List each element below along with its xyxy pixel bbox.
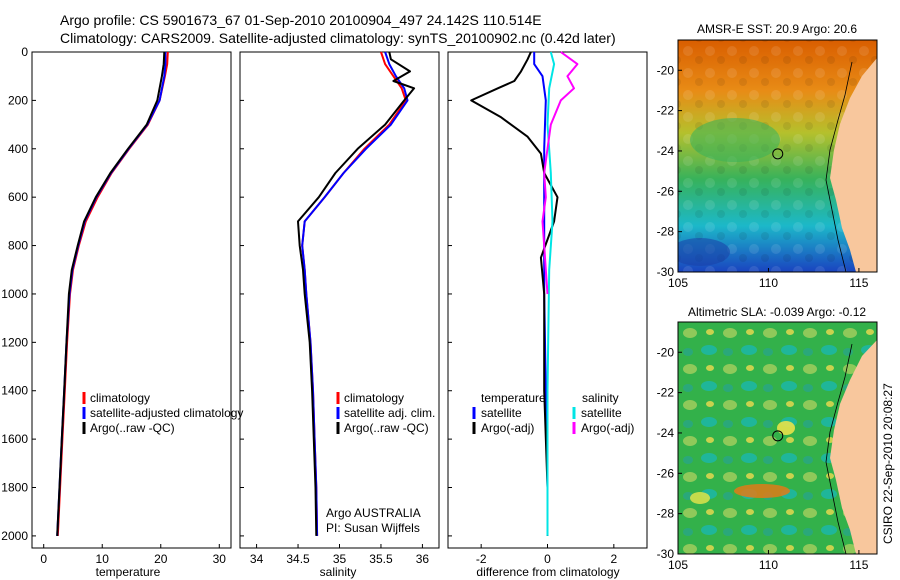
legend-label-sal-argo: Argo(-adj) (581, 421, 634, 435)
legend-label-climatology: climatology (90, 391, 150, 405)
y-tick-label: 200 (8, 93, 28, 107)
legend-label-temp-argo: Argo(-adj) (481, 421, 534, 435)
x-tick-label: 34.5 (286, 552, 310, 566)
series-line-argo-raw-qc- (297, 51, 416, 536)
legend-label-temp-satellite: satellite (481, 406, 522, 420)
series-line-argo-raw-qc- (56, 51, 166, 536)
map-x-tick-label: 110 (759, 558, 778, 572)
argo-position-marker (772, 430, 784, 442)
x-tick-label: 35.5 (369, 552, 393, 566)
sst-land-mass (830, 58, 877, 272)
map-x-tick-label: 115 (849, 558, 868, 572)
x-tick-label: 2 (610, 552, 617, 566)
legend-group-temperature: temperature (481, 391, 546, 405)
x-tick-label: 0 (544, 552, 551, 566)
salinity-profile-chart: 34 34.5 35 35.5 36 (240, 51, 430, 566)
map-y-tick-label: -20 (657, 63, 675, 77)
map-y-tick-label: -24 (657, 144, 675, 158)
difference-profile-chart: -2 0 2 (448, 51, 617, 566)
map-y-tick-label: -26 (657, 466, 675, 480)
sla-depth-contour (825, 343, 853, 554)
map-x-tick-label: 110 (759, 276, 778, 290)
temperature-legend: climatology satellite-adjusted climatolo… (82, 391, 243, 435)
salinity-panel-frame (239, 51, 440, 549)
legend-label-argo: Argo(..raw -QC) (90, 421, 175, 435)
series-line-temperature-satellite (533, 52, 549, 536)
legend-label-sal-satellite: satellite (581, 406, 622, 420)
float-program-label: Argo AUSTRALIA (326, 506, 421, 520)
credit-label: CSIRO 22-Sep-2010 20:08:27 (881, 383, 895, 544)
x-tick-label: -2 (476, 552, 487, 566)
map-y-tick-label: -20 (657, 345, 675, 359)
header-line-1: Argo profile: CS 5901673_67 01-Sep-2010 … (60, 12, 542, 28)
y-tick-label: 1200 (1, 335, 28, 349)
header-line-2: Climatology: CARS2009. Satellite-adjuste… (60, 30, 616, 46)
legend-label-satellite: satellite adj. clim. (344, 406, 435, 420)
sst-map-image (678, 40, 877, 272)
y-tick-label: 1400 (1, 384, 28, 398)
legend-label-climatology: climatology (344, 391, 404, 405)
map-y-tick-label: -22 (657, 104, 675, 118)
x-tick-label: 30 (213, 552, 227, 566)
difference-legend: temperature satellite Argo(-adj) salinit… (472, 391, 634, 435)
temperature-panel-frame (31, 51, 232, 549)
map-x-tick-label: 105 (668, 276, 688, 290)
sla-map-frame (677, 321, 878, 555)
x-tick-label: 35 (333, 552, 347, 566)
map-x-tick-label: 115 (849, 276, 868, 290)
argo-position-marker (772, 148, 784, 160)
x-tick-label: 10 (96, 552, 110, 566)
map-y-tick-label: -24 (657, 426, 675, 440)
y-tick-label: 800 (8, 239, 28, 253)
map-y-tick-label: -22 (657, 386, 675, 400)
sla-map-axes: 105 110 115 -20 -22 -24 -26 -28 -30 (657, 345, 869, 572)
y-tick-label: 400 (8, 142, 28, 156)
series-line-climatology (56, 51, 169, 536)
sla-land-mass (830, 340, 877, 554)
x-tick-label: 36 (416, 552, 430, 566)
sst-depth-contour (825, 61, 853, 272)
x-tick-label: 20 (154, 552, 168, 566)
y-tick-label: 1800 (1, 481, 28, 495)
sst-map-title: AMSR-E SST: 20.9 Argo: 20.6 (697, 22, 857, 36)
x-tick-label: 34 (250, 552, 264, 566)
series-line-salinity-argo-adj- (541, 51, 579, 295)
series-line-satellite-adjusted-climatology (56, 52, 167, 536)
sst-map-axes: 105 110 115 -20 -22 -24 -26 -28 -30 (657, 63, 869, 290)
salinity-legend: climatology satellite adj. clim. Argo(..… (336, 391, 435, 435)
series-line-salinity-satellite (546, 51, 556, 536)
y-tick-label: 1600 (1, 432, 28, 446)
map-y-tick-label: -28 (657, 507, 675, 521)
sst-map-frame (677, 39, 878, 273)
legend-label-satellite: satellite-adjusted climatology (90, 406, 243, 420)
legend-label-argo: Argo(..raw -QC) (344, 421, 429, 435)
temperature-profile-chart: 0 10 20 30 0 200 400 600 800 1000 1200 1400 1600 1800… (1, 45, 226, 566)
legend-group-salinity: salinity (582, 391, 619, 405)
map-y-tick-label: -28 (657, 225, 675, 239)
float-pi-label: PI: Susan Wijffels (326, 521, 420, 535)
difference-axis-label: difference from climatology (476, 565, 619, 579)
map-x-tick-label: 105 (668, 558, 688, 572)
salinity-axis-label: salinity (320, 565, 357, 579)
y-tick-label: 0 (21, 45, 28, 59)
series-line-satellite-adj-clim- (301, 51, 409, 536)
x-tick-label: 0 (40, 552, 47, 566)
map-y-tick-label: -30 (657, 265, 675, 279)
temperature-axis-label: temperature (96, 565, 161, 579)
y-tick-label: 1000 (1, 287, 28, 301)
series-line-temperature-argo-adj- (470, 51, 559, 536)
y-tick-label: 2000 (1, 529, 28, 543)
y-tick-label: 600 (8, 190, 28, 204)
sla-map-title: Altimetric SLA: -0.039 Argo: -0.12 (688, 305, 866, 319)
sla-map-image (678, 322, 877, 554)
map-y-tick-label: -30 (657, 547, 675, 561)
map-y-tick-label: -26 (657, 184, 675, 198)
